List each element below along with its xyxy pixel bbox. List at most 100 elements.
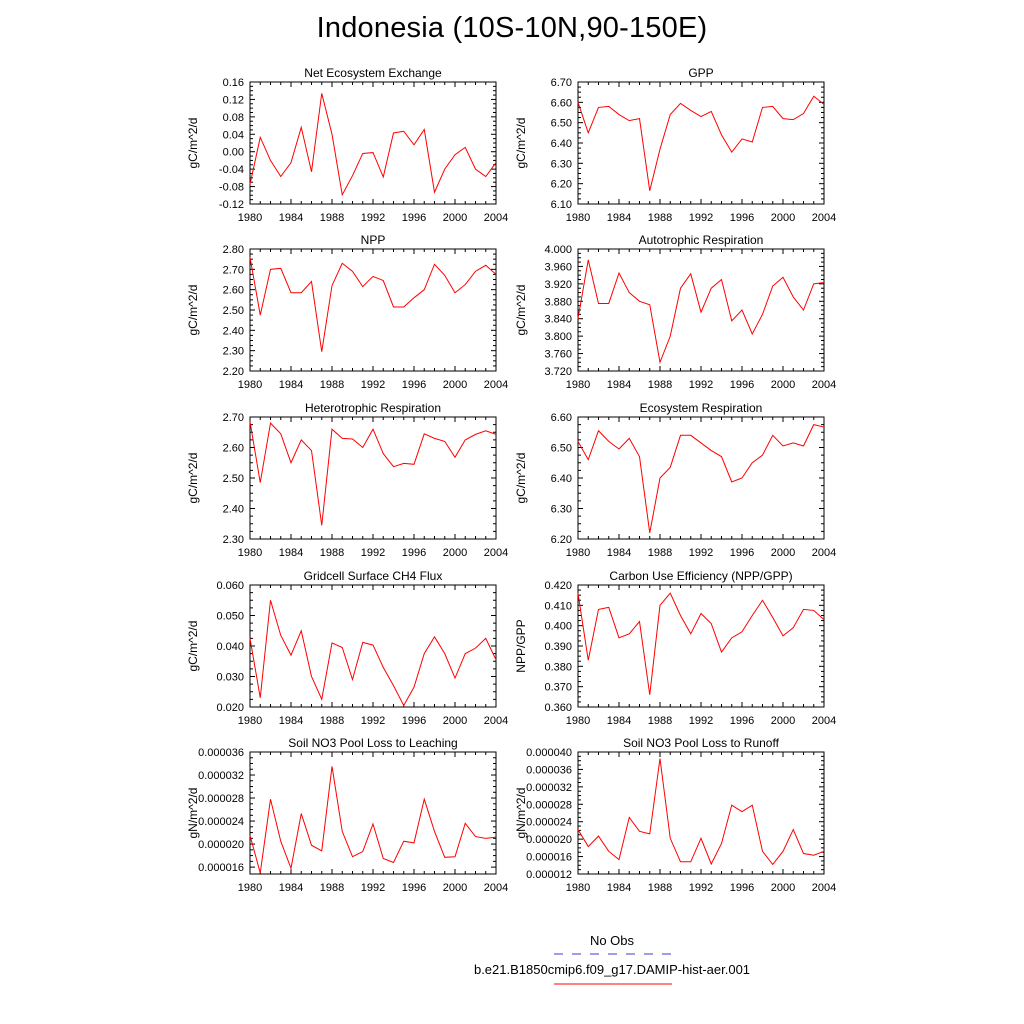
y-tick-label: 2.60 [223, 443, 244, 455]
x-tick-label: 2000 [771, 882, 795, 894]
x-tick-label: 1984 [279, 547, 303, 559]
chart-panel-6: Ecosystem Respiration gC/m^2/d 1980 1984 198… [514, 401, 836, 559]
x-tick-label: 1984 [607, 882, 631, 894]
y-tick-label: 6.40 [551, 138, 572, 150]
plot-frame [577, 248, 825, 372]
x-tick-label: 1992 [689, 547, 713, 559]
y-tick-label: 0.410 [544, 600, 572, 612]
plot-frame [249, 751, 497, 875]
y-tick-label: 2.40 [223, 504, 244, 516]
legend-obs-label: No Obs [589, 933, 635, 948]
y-tick-label: 3.720 [544, 366, 572, 378]
plot-frame [249, 248, 497, 372]
y-tick-label: 0.030 [216, 672, 244, 684]
x-tick-label: 1992 [361, 547, 385, 559]
chart-panel-2: GPP gC/m^2/d 1980 1984 1988 1992 1996 2000 2004 6… [514, 66, 836, 224]
x-tick-label: 1988 [648, 212, 672, 224]
y-tick-label: 6.10 [551, 199, 572, 211]
panel-title: Gridcell Surface CH4 Flux [304, 569, 443, 583]
y-tick-label: 0.370 [544, 682, 572, 694]
x-tick-label: 1992 [361, 212, 385, 224]
x-tick-label: 2000 [443, 547, 467, 559]
y-tick-label: 6.50 [551, 443, 572, 455]
panel-title: Heterotrophic Respiration [305, 401, 441, 415]
series-line-1 [249, 421, 497, 526]
y-tick-label: 6.30 [551, 158, 572, 170]
y-tick-label: 0.04 [223, 129, 244, 141]
panel-title: Net Ecosystem Exchange [304, 66, 442, 80]
x-tick-label: 2000 [443, 379, 467, 391]
x-tick-label: 1984 [607, 547, 631, 559]
x-tick-label: 1988 [648, 547, 672, 559]
plot-frame [577, 81, 825, 205]
x-tick-label: 2000 [443, 212, 467, 224]
panel-title: Soil NO3 Pool Loss to Leaching [288, 736, 457, 750]
series-line-1 [577, 95, 825, 191]
y-axis-label: gC/m^2/d [186, 285, 200, 336]
x-tick-label: 2004 [484, 212, 508, 224]
plot-frame [577, 416, 825, 540]
y-tick-label: 6.20 [551, 534, 572, 546]
panel-title: GPP [688, 66, 713, 80]
x-tick-label: 1980 [238, 882, 262, 894]
x-tick-label: 1992 [361, 882, 385, 894]
y-tick-label: 0.420 [544, 580, 572, 592]
x-tick-label: 2004 [812, 212, 836, 224]
chart-panel-9: Soil NO3 Pool Loss to Leaching gN/m^2/d 19… [186, 736, 508, 894]
figure-title: Indonesia (10S-10N,90-150E) [316, 12, 708, 44]
series-line-1 [577, 259, 825, 365]
chart-panel-8: Carbon Use Efficiency (NPP/GPP) NPP/GPP 19… [514, 569, 836, 727]
y-tick-label: 0.000032 [526, 782, 572, 794]
panel-title: NPP [361, 233, 386, 247]
x-tick-label: 1988 [320, 379, 344, 391]
x-tick-label: 1992 [689, 715, 713, 727]
x-tick-label: 1980 [238, 212, 262, 224]
y-tick-label: 2.60 [223, 285, 244, 297]
y-tick-label: 0.000016 [526, 852, 572, 864]
chart-panel-10: Soil NO3 Pool Loss to Runoff gN/m^2/d 1980… [514, 736, 836, 894]
y-tick-label: 0.00 [223, 147, 244, 159]
y-axis-label: gC/m^2/d [514, 285, 528, 336]
x-tick-label: 1980 [566, 379, 590, 391]
y-tick-label: 0.16 [223, 77, 244, 89]
y-tick-label: 6.70 [551, 77, 572, 89]
x-tick-label: 1992 [361, 715, 385, 727]
x-tick-label: 1984 [279, 882, 303, 894]
y-tick-label: 0.380 [544, 661, 572, 673]
y-tick-label: 0.000020 [526, 834, 572, 846]
x-tick-label: 1980 [238, 379, 262, 391]
series-line-1 [577, 592, 825, 695]
y-tick-label: 3.840 [544, 314, 572, 326]
series-line-1 [249, 766, 497, 873]
x-tick-label: 1988 [648, 882, 672, 894]
x-tick-label: 1980 [566, 212, 590, 224]
x-tick-label: 1992 [361, 379, 385, 391]
y-axis-label: gC/m^2/d [514, 118, 528, 169]
x-tick-label: 1996 [402, 547, 426, 559]
y-tick-label: 0.400 [544, 621, 572, 633]
y-tick-label: 0.360 [544, 702, 572, 714]
panel-title: Autotrophic Respiration [639, 233, 764, 247]
x-tick-label: 1992 [689, 882, 713, 894]
y-tick-label: -0.04 [219, 164, 244, 176]
x-tick-label: 1988 [320, 212, 344, 224]
y-tick-label: 0.000020 [198, 839, 244, 851]
y-tick-label: 6.60 [551, 97, 572, 109]
x-tick-label: 2004 [484, 715, 508, 727]
x-tick-label: 1984 [607, 212, 631, 224]
y-tick-label: 6.20 [551, 179, 572, 191]
y-tick-label: 0.000024 [198, 816, 244, 828]
x-tick-label: 2004 [484, 547, 508, 559]
y-tick-label: 3.920 [544, 279, 572, 291]
x-tick-label: 1984 [607, 379, 631, 391]
x-tick-label: 1984 [279, 212, 303, 224]
x-tick-label: 1988 [648, 379, 672, 391]
y-tick-label: 2.20 [223, 366, 244, 378]
plot-frame [249, 416, 497, 540]
plot-frame [249, 81, 497, 205]
x-tick-label: 1992 [689, 379, 713, 391]
y-axis-label: gC/m^2/d [514, 453, 528, 504]
x-tick-label: 2004 [812, 379, 836, 391]
x-tick-label: 1996 [730, 379, 754, 391]
y-tick-label: 0.040 [216, 641, 244, 653]
